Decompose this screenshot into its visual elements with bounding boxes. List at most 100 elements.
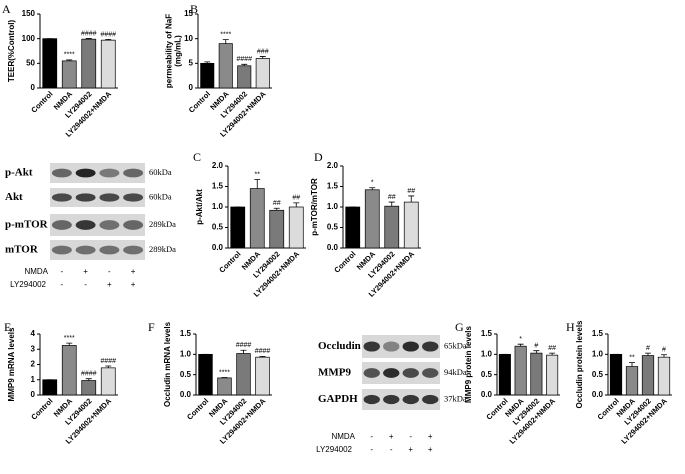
error-bar xyxy=(259,56,266,59)
y-tick-label: 1.0 xyxy=(592,349,604,358)
blot-size: 94kDa xyxy=(444,367,467,377)
treatment-label: NMDA xyxy=(331,432,355,441)
bar xyxy=(546,354,559,396)
significance-label: ## xyxy=(388,194,396,201)
y-tick-label: 0 xyxy=(31,83,36,92)
treatment-sign: - xyxy=(108,267,111,276)
error-bar xyxy=(549,352,556,356)
y-tick-label: 150 xyxy=(22,9,36,18)
x-tick-label: Control xyxy=(29,89,54,114)
blot-strip xyxy=(50,163,145,183)
bar xyxy=(255,58,270,89)
treatment-sign: + xyxy=(83,267,88,276)
y-tick-label: 0 xyxy=(189,83,194,92)
treatment-sign: - xyxy=(370,432,373,441)
error-bar xyxy=(240,349,247,354)
bar xyxy=(61,345,77,396)
y-tick-label: 0.0 xyxy=(592,390,604,399)
treatment-sign: + xyxy=(131,267,136,276)
y-axis-title: p-mTOR/mTOR xyxy=(310,178,319,236)
blot-size: 60kDa xyxy=(149,167,172,177)
y-axis-title: TEER(%Control) xyxy=(7,20,16,83)
blot-strip xyxy=(50,188,145,207)
x-tick-label: Control xyxy=(29,396,54,421)
treatment-sign: + xyxy=(131,280,136,289)
y-tick-label: 0 xyxy=(31,390,36,399)
panel-letter: G xyxy=(455,320,464,334)
error-bar xyxy=(66,59,73,61)
y-tick-label: 1.5 xyxy=(212,182,224,191)
y-tick-label: 1.0 xyxy=(180,349,192,358)
significance-label: **** xyxy=(220,31,231,38)
treatment-label: NMDA xyxy=(24,267,48,276)
y-axis-title: Occludin protein levels xyxy=(575,320,584,409)
bar xyxy=(384,205,400,249)
bar xyxy=(42,38,58,89)
significance-label: #### xyxy=(255,348,271,355)
error-bar xyxy=(273,207,280,211)
panel-letter: A xyxy=(2,2,11,16)
significance-label: ## xyxy=(292,195,300,202)
y-tick-label: 2.0 xyxy=(327,161,339,170)
y-tick-label: 100 xyxy=(22,34,36,43)
error-bar xyxy=(222,39,229,44)
significance-label: # xyxy=(646,345,650,352)
y-tick-label: 1 xyxy=(31,375,36,384)
y-axis-title: MMP9 protein levels xyxy=(464,326,473,403)
blot-band xyxy=(123,245,144,255)
blot-label: Akt xyxy=(5,191,23,203)
bar xyxy=(498,353,511,396)
blot-size: 289kDa xyxy=(149,219,176,229)
error-bar xyxy=(85,38,92,40)
bar xyxy=(269,209,285,249)
blot-label: p-Akt xyxy=(5,167,33,179)
treatment-label: LY294002 xyxy=(10,280,46,289)
error-bar xyxy=(66,342,73,346)
treatment-sign: - xyxy=(61,267,64,276)
significance-label: ### xyxy=(257,48,269,55)
y-tick-label: 0.0 xyxy=(327,243,339,252)
bar xyxy=(61,60,77,89)
bar xyxy=(200,62,215,89)
significance-label: **** xyxy=(64,52,75,59)
bar xyxy=(218,43,233,89)
significance-label: * xyxy=(371,180,374,187)
bar xyxy=(81,380,97,396)
blot-band xyxy=(75,193,96,202)
blot-band xyxy=(402,368,419,378)
bar xyxy=(100,39,116,89)
bar xyxy=(42,379,58,396)
error-bar xyxy=(388,201,395,207)
y-tick-label: 2.0 xyxy=(212,161,224,170)
blot-label: GAPDH xyxy=(318,393,358,405)
blot-strip xyxy=(362,362,440,384)
blot-band xyxy=(363,368,380,378)
significance-label: #### xyxy=(81,371,97,378)
y-tick-label: 0.0 xyxy=(180,390,192,399)
treatment-sign: + xyxy=(408,445,413,454)
y-tick-label: 1.0 xyxy=(327,202,339,211)
blot-band xyxy=(422,368,439,378)
bar xyxy=(657,356,671,396)
treatment-sign: - xyxy=(61,280,64,289)
blot-band xyxy=(99,193,120,202)
blot-band xyxy=(51,220,72,230)
error-bar xyxy=(369,187,376,190)
error-bar xyxy=(254,179,261,189)
blot-size: 65kDa xyxy=(444,340,467,350)
y-tick-label: 15 xyxy=(184,9,193,18)
blot-band xyxy=(99,245,120,255)
blot-strip xyxy=(362,335,440,358)
x-tick-label: Control xyxy=(332,249,357,274)
treatment-sign: + xyxy=(389,432,394,441)
y-tick-label: 1.5 xyxy=(327,182,339,191)
treatment-sign: + xyxy=(428,445,433,454)
y-tick-label: 2 xyxy=(31,360,36,369)
bar xyxy=(236,353,251,396)
bar xyxy=(217,377,232,396)
blot-band xyxy=(123,168,144,178)
error-bar xyxy=(645,352,651,356)
panel-letter: E xyxy=(4,320,11,334)
treatment-sign: - xyxy=(409,432,412,441)
significance-label: #### xyxy=(81,30,97,37)
